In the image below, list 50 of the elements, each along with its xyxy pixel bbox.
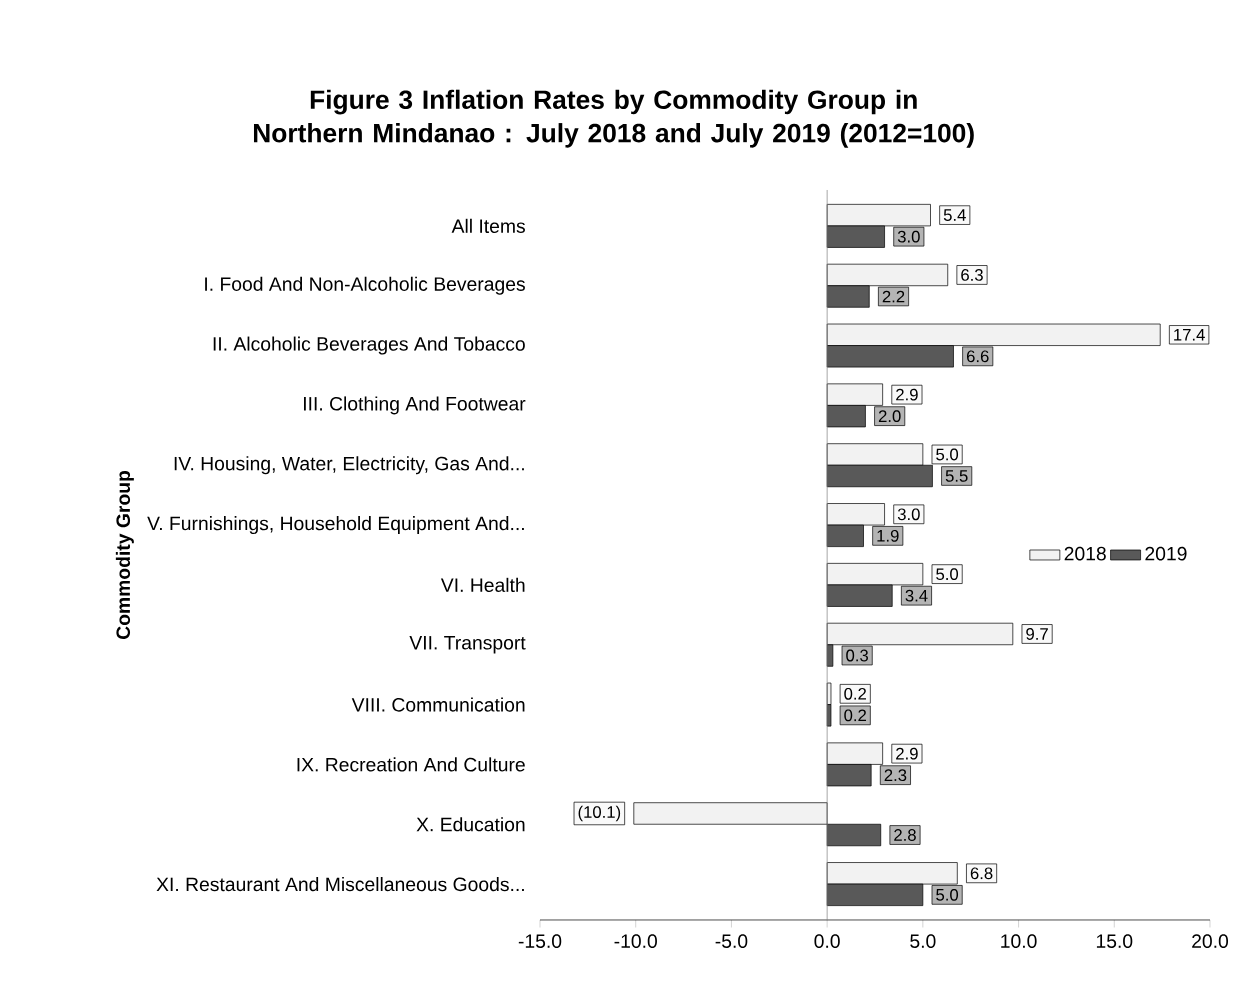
x-tick-label: 10.0 [1001, 934, 1037, 948]
y-axis-title: Commodity Group [115, 470, 134, 640]
data-label: 2.2 [882, 290, 905, 303]
data-label: 2.9 [896, 388, 918, 401]
chart-title: Figure 3 Inflation Rates by Commodity Group in Northern Mindanao : July 2018 and July 2019 (2012=100) [253, 89, 974, 148]
y-tick-label: VI. Health [440, 577, 525, 593]
data-label: 6.8 [970, 867, 993, 880]
data-label: 2.3 [884, 769, 907, 782]
data-label: 3.0 [897, 230, 920, 243]
x-tick-label: 0.0 [814, 934, 840, 948]
data-label: 2.0 [878, 410, 901, 423]
y-tick-label: V. Furnishings, Household Equipment And... [147, 516, 524, 535]
data-label: 5.0 [936, 448, 959, 461]
y-tick-label: I. Food And Non-Alcoholic Beverages [205, 276, 525, 295]
y-tick-label: VIII. Communication [351, 697, 525, 712]
data-label: 6.3 [961, 269, 983, 281]
y-tick-label: II. Alcoholic Beverages And Tobacco [213, 336, 525, 355]
bar [826, 823, 882, 847]
data-label: 2.9 [896, 747, 918, 760]
x-tick-label: 5.0 [910, 934, 936, 948]
data-label: 0.2 [844, 709, 867, 722]
x-tick-label: -10.0 [614, 934, 657, 948]
x-tick-label: 20.0 [1192, 934, 1229, 948]
y-tick-label: IX. Recreation And Culture [297, 757, 525, 772]
data-label: 17.4 [1174, 329, 1205, 341]
data-label: 2.8 [894, 829, 916, 841]
data-label: 3.4 [905, 589, 928, 602]
data-label: 1.9 [877, 529, 899, 542]
data-label: 3.0 [897, 508, 920, 521]
data-label: 5.4 [943, 209, 966, 221]
x-tick-label: -15.0 [518, 934, 562, 948]
data-label: (10.1) [578, 805, 621, 822]
legend-label: 2018 [1064, 546, 1106, 561]
x-tick-label: -5.0 [715, 934, 748, 948]
data-label: 0.3 [846, 649, 868, 662]
legend-label: 2019 [1145, 546, 1187, 561]
data-label: 0.2 [844, 687, 867, 700]
y-tick-label: All Items [451, 218, 525, 233]
data-label: 6.6 [966, 350, 989, 363]
y-tick-label: XI. Restaurant And Miscellaneous Goods... [156, 876, 524, 892]
data-label: 9.7 [1026, 628, 1048, 640]
bar [633, 802, 828, 825]
y-tick-label: VII. Transport [409, 636, 526, 654]
x-tick-label: 15.0 [1096, 934, 1133, 948]
data-label: 5.5 [945, 470, 968, 482]
data-label: 5.0 [936, 888, 959, 901]
data-label: 5.0 [936, 568, 959, 581]
y-tick-label: III. Clothing And Footwear [304, 396, 526, 415]
y-tick-label: X. Education [416, 817, 525, 832]
y-tick-label: IV. Housing, Water, Electricity, Gas And... [174, 456, 524, 475]
